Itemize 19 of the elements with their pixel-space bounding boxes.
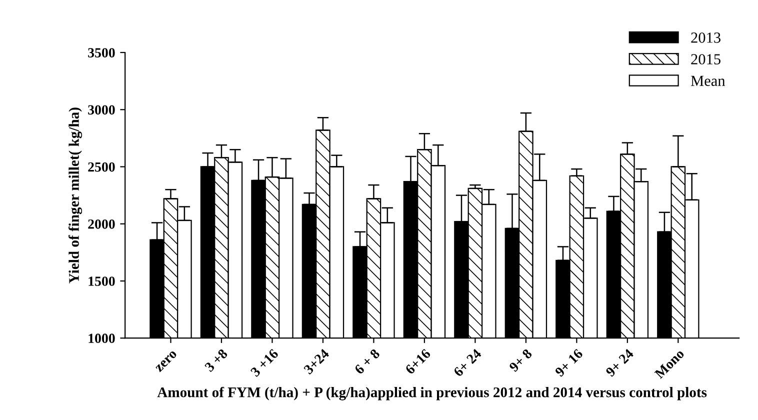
y-tick-label: 3500	[88, 48, 115, 58]
x-tick-label: 9+ 24	[605, 348, 634, 378]
x-tick-label: 9+ 16	[554, 348, 584, 378]
y-tick-label: 3000	[88, 105, 115, 115]
x-tick-label: 3 +16	[250, 348, 279, 378]
legend-label: 2013	[691, 32, 720, 43]
x-tick-label: 6 + 8	[354, 348, 380, 375]
legend-label: 2015	[691, 54, 720, 64]
legend-label: Mean	[690, 76, 726, 86]
y-axis-title: Yield of finger millet( kg/ha)	[68, 108, 82, 284]
y-tick-label: 2000	[88, 219, 115, 229]
x-tick-label: 9+ 8	[508, 348, 533, 372]
x-tick-label: 6+ 24	[453, 348, 482, 378]
y-tick-label: 1000	[88, 334, 115, 344]
y-tick-label: 2500	[88, 162, 115, 172]
x-axis-title: Amount of FYM (t/ha) + P (kg/ha)applied in previous 2012 and 2014 versus control plots	[157, 386, 707, 400]
x-tick-label: 3 +8	[204, 348, 228, 372]
x-tick-label: zero	[155, 350, 178, 372]
y-tick-label: 1500	[88, 276, 115, 286]
